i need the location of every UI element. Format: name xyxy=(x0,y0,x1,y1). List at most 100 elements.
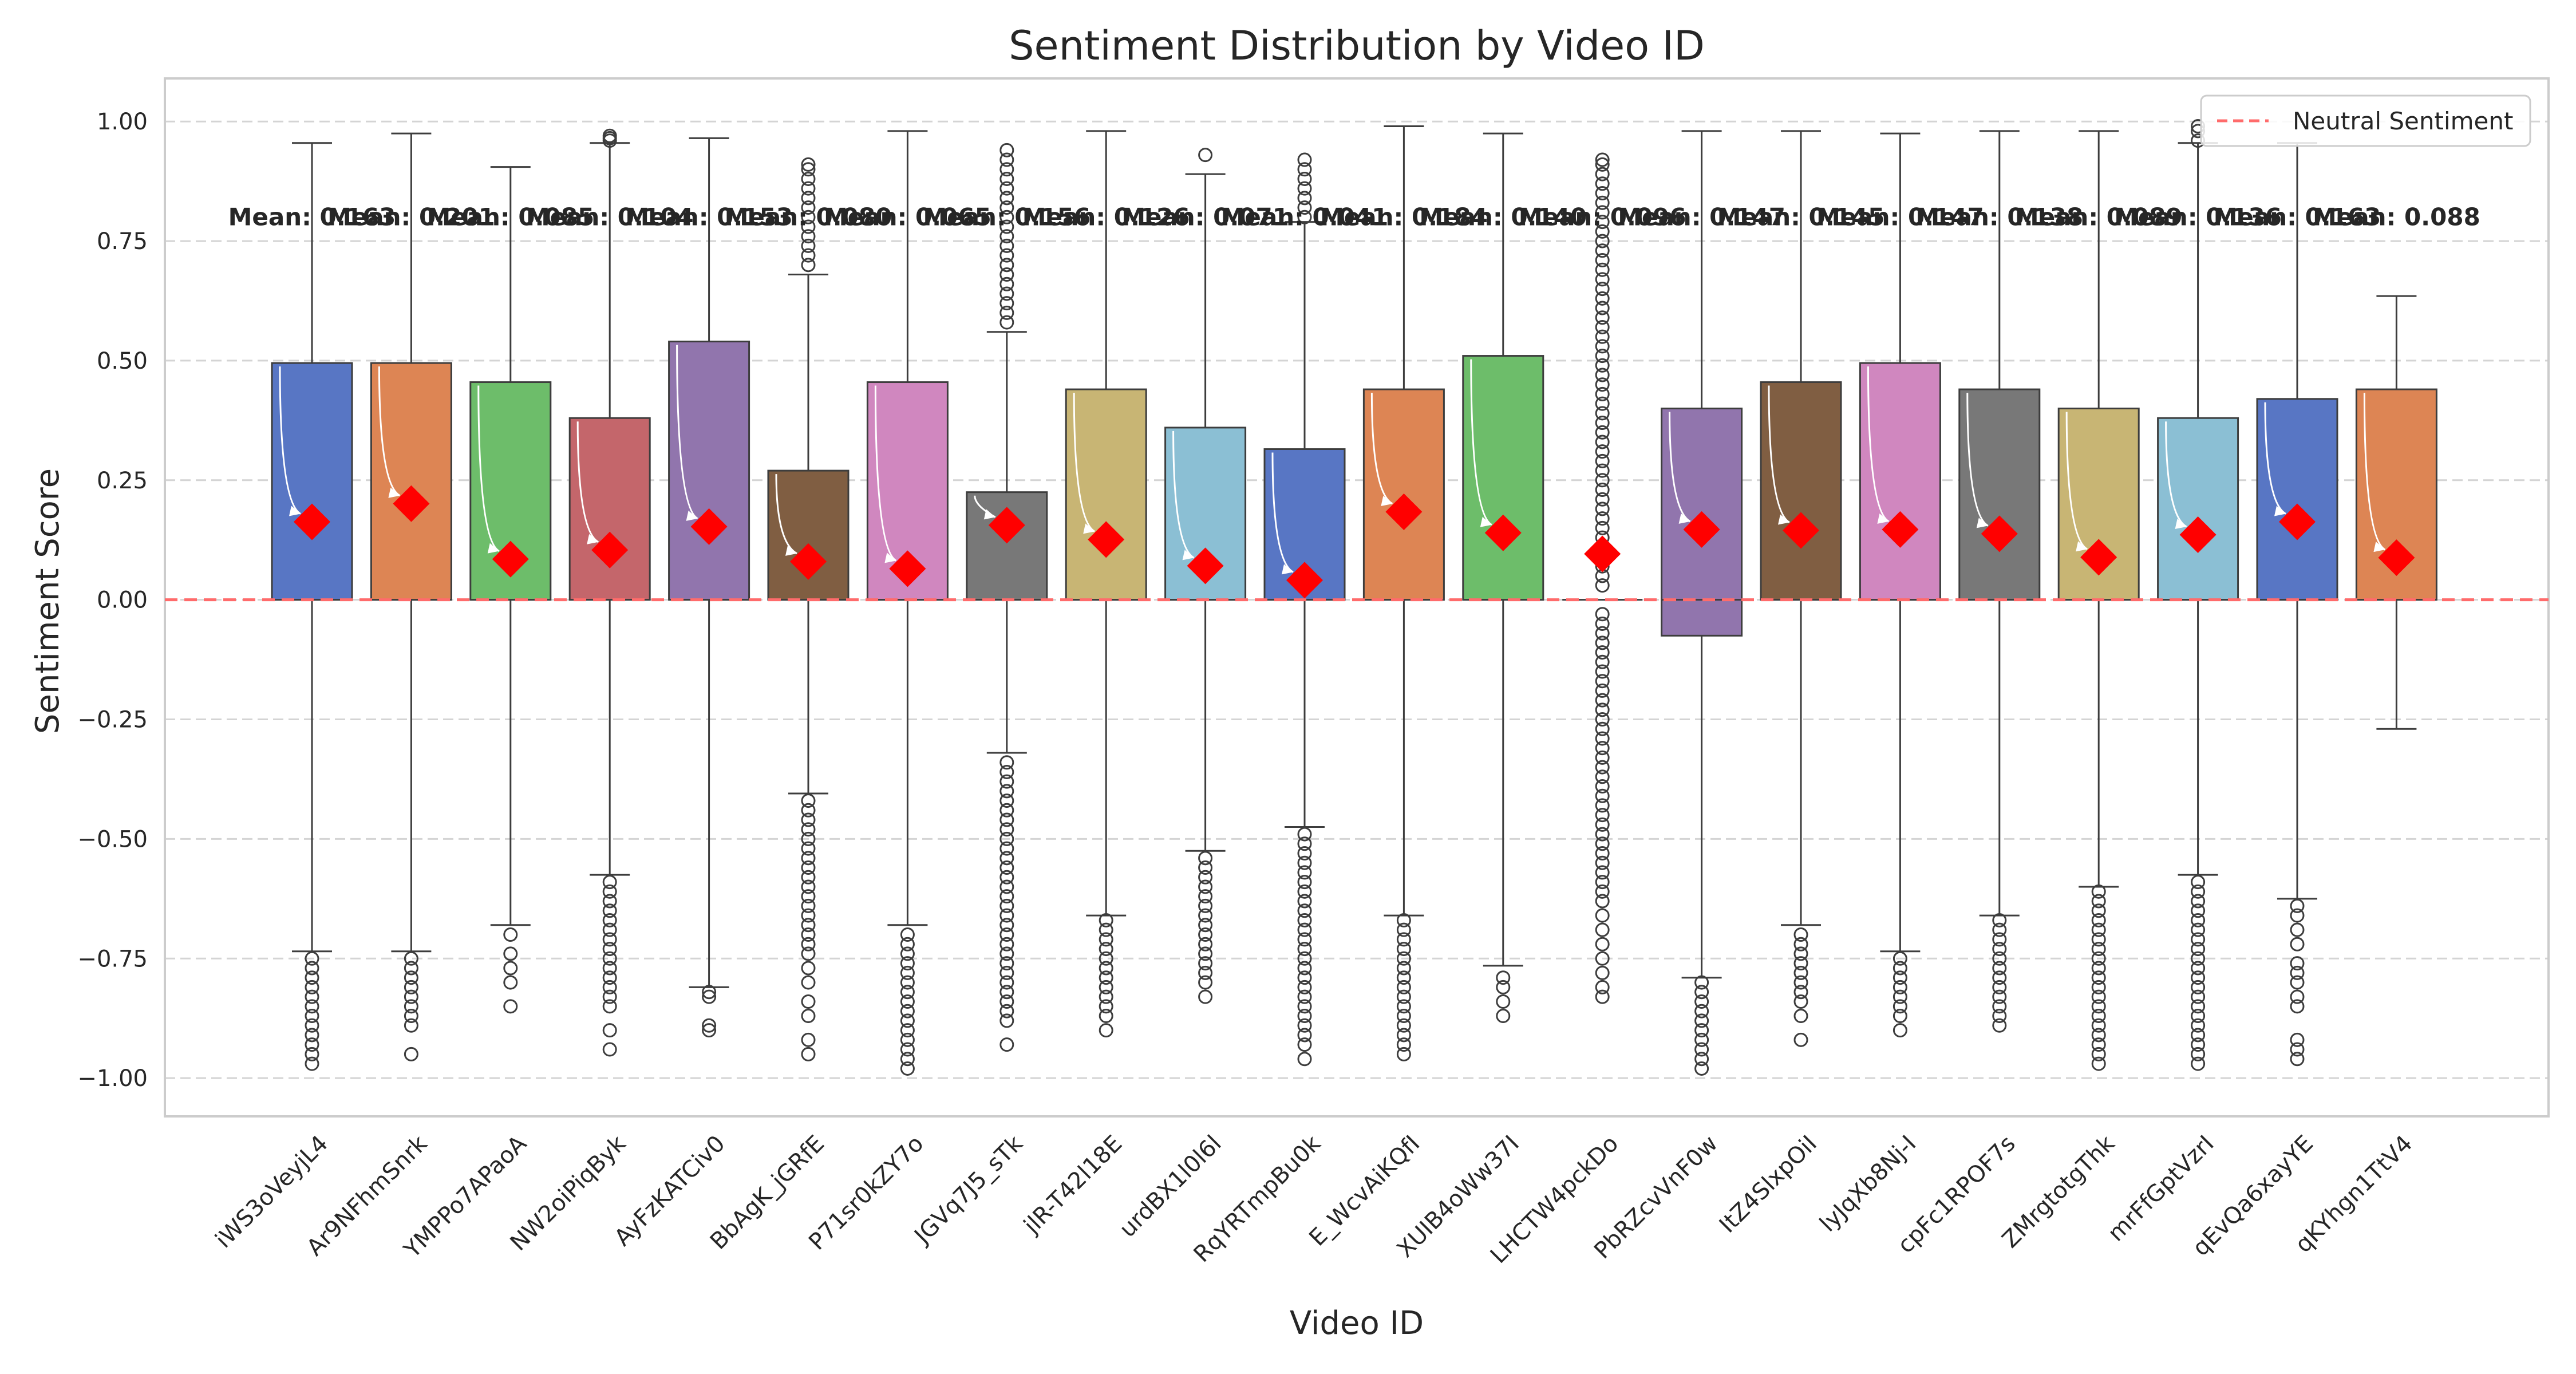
mean-label: Mean: 0.153 xyxy=(625,203,793,231)
mean-arrow xyxy=(1370,393,1393,505)
outlier-point xyxy=(1595,425,1610,440)
outlier-point xyxy=(801,229,816,244)
outlier-point xyxy=(1297,942,1312,957)
outlier-point xyxy=(2091,913,2106,927)
outlier-point xyxy=(999,994,1014,1009)
mean-arrow-head xyxy=(884,552,896,563)
outlier-point xyxy=(1992,942,2007,957)
mean-arrow xyxy=(676,345,698,520)
outlier-point xyxy=(999,956,1014,971)
outlier-point xyxy=(1297,827,1312,842)
outlier-point xyxy=(1893,989,1907,1004)
mean-arrow-head xyxy=(487,543,499,554)
outlier-point xyxy=(900,975,915,990)
mean-arrow xyxy=(576,421,599,543)
outlier-point xyxy=(2191,1037,2206,1052)
outlier-point xyxy=(305,999,319,1014)
outlier-point xyxy=(1694,985,1709,1000)
outlier-point xyxy=(900,927,915,942)
outlier-point xyxy=(1297,1018,1312,1033)
outlier-point xyxy=(702,985,717,1000)
outlier-point xyxy=(999,908,1014,923)
outlier-point xyxy=(1297,855,1312,870)
outlier-point xyxy=(999,143,1014,157)
outlier-point xyxy=(801,258,816,273)
mean-marker xyxy=(2179,516,2217,554)
mean-label: Mean: 0.041 xyxy=(1221,203,1389,231)
outlier-point xyxy=(1297,210,1312,224)
mean-marker xyxy=(492,540,529,578)
outlier-point xyxy=(2191,951,2206,966)
box xyxy=(1462,355,1544,601)
outlier-point xyxy=(801,162,816,177)
outlier-point xyxy=(801,812,816,827)
outlier-point xyxy=(1694,1013,1709,1028)
outlier-point xyxy=(2091,1028,2106,1043)
outlier-point xyxy=(801,210,816,224)
outlier-point xyxy=(999,870,1014,885)
outlier-point xyxy=(2091,1056,2106,1071)
outlier-point xyxy=(1595,520,1610,535)
mean-arrow xyxy=(2264,402,2286,515)
outlier-point xyxy=(602,961,617,976)
outlier-point xyxy=(1198,937,1213,951)
outlier-point xyxy=(1297,1028,1312,1043)
box-group xyxy=(866,130,949,1076)
mean-marker xyxy=(1088,521,1125,558)
outlier-point xyxy=(1595,817,1610,832)
outlier-point xyxy=(999,315,1014,330)
mean-arrow xyxy=(1172,431,1195,559)
mean-arrow xyxy=(378,366,401,497)
outlier-point xyxy=(305,961,319,976)
outlier-point xyxy=(1496,970,1511,985)
mean-marker xyxy=(591,531,629,568)
box xyxy=(668,341,750,601)
outlier-point xyxy=(1396,1047,1411,1061)
outlier-point xyxy=(900,1023,915,1038)
outlier-point xyxy=(999,181,1014,196)
outlier-point xyxy=(801,918,816,933)
outlier-point xyxy=(801,219,816,234)
outlier-point xyxy=(1793,927,1808,942)
outlier-point xyxy=(2091,961,2106,976)
outlier-point xyxy=(503,946,518,961)
outlier-point xyxy=(1198,851,1213,866)
mean-label: Mean: 0.104 xyxy=(526,203,694,231)
outlier-point xyxy=(999,784,1014,799)
outlier-point xyxy=(1992,970,2007,985)
mean-label: Mean: 0.096 xyxy=(1519,203,1686,231)
outlier-point xyxy=(1595,731,1610,746)
box-group xyxy=(1164,148,1247,1004)
outlier-point xyxy=(602,913,617,927)
outlier-point xyxy=(2191,932,2206,947)
mean-arrow-head xyxy=(1381,495,1393,506)
outlier-point xyxy=(1595,157,1610,172)
mean-arrow-head xyxy=(1877,513,1889,524)
outlier-point xyxy=(801,238,816,253)
outlier-point xyxy=(999,286,1014,301)
outlier-point xyxy=(602,128,617,143)
mean-arrow xyxy=(1073,393,1096,532)
mean-arrow-head xyxy=(388,487,400,498)
outlier-point xyxy=(1297,846,1312,860)
outlier-point xyxy=(1595,827,1610,842)
outlier-point xyxy=(801,851,816,866)
mean-label: Mean: 0.089 xyxy=(2015,203,2183,231)
outlier-point xyxy=(1793,975,1808,990)
outlier-point xyxy=(1099,999,1113,1014)
mean-label: Mean: 0.156 xyxy=(923,203,1091,231)
outlier-point xyxy=(2191,894,2206,909)
mean-arrow-head xyxy=(1182,550,1194,560)
outlier-point xyxy=(999,937,1014,951)
outlier-point xyxy=(1595,377,1610,392)
outlier-point xyxy=(1893,951,1907,966)
outlier-point xyxy=(2191,961,2206,976)
outlier-point xyxy=(1992,951,2007,966)
mean-arrow xyxy=(1768,385,1790,523)
outlier-point xyxy=(2290,937,2305,951)
mean-label: Mean: 0.140 xyxy=(1419,203,1587,231)
outlier-point xyxy=(801,937,816,951)
outlier-point xyxy=(404,1047,418,1061)
mean-arrow-head xyxy=(2076,541,2088,552)
